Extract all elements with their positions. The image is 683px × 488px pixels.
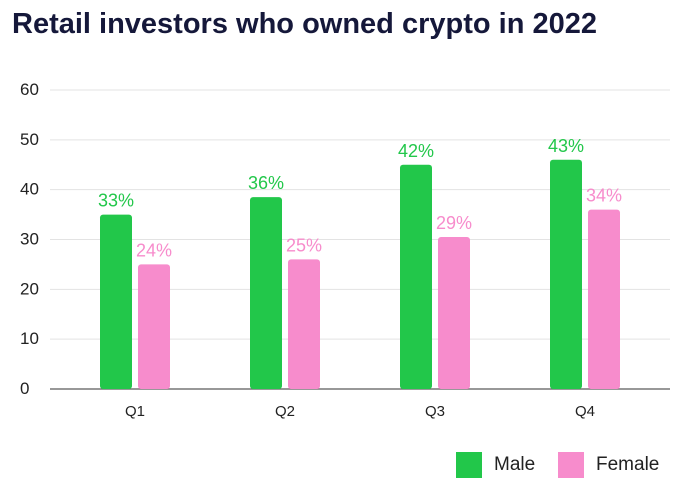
x-tick-label-q4: Q4 (575, 403, 595, 420)
data-label-male-q2: 36% (248, 173, 284, 193)
legend-item-male: Male (456, 452, 535, 478)
legend-item-female: Female (558, 452, 659, 478)
y-tick-label-10: 10 (20, 329, 39, 348)
data-label-female-q4: 34% (586, 186, 622, 206)
y-tick-label-60: 60 (20, 80, 39, 99)
bar-female-q2 (288, 259, 320, 389)
x-tick-label-q3: Q3 (425, 403, 445, 420)
y-tick-label-40: 40 (20, 180, 39, 199)
data-label-female-q3: 29% (436, 213, 472, 233)
bar-female-q1 (138, 264, 170, 389)
y-tick-label-20: 20 (20, 279, 39, 298)
data-label-male-q4: 43% (548, 136, 584, 156)
y-tick-label-30: 30 (20, 230, 39, 249)
bar-male-q2 (250, 197, 282, 389)
bar-chart: 0 10 20 30 40 50 60 Q1 33% 24% Q2 36% 25% Q3 42% 29% Q4 4… (20, 80, 670, 420)
legend-swatch-male (456, 452, 482, 478)
bar-female-q4 (588, 209, 620, 389)
x-tick-label-q2: Q2 (275, 403, 295, 420)
legend-swatch-female (558, 452, 584, 478)
y-tick-label-50: 50 (20, 130, 39, 149)
legend-label-female: Female (596, 454, 660, 475)
data-label-male-q3: 42% (398, 141, 434, 161)
x-tick-label-q1: Q1 (125, 403, 145, 420)
bar-female-q3 (438, 237, 470, 389)
bar-male-q3 (400, 164, 432, 389)
chart-title: Retail investors who owned crypto in 202… (12, 8, 597, 40)
bar-male-q4 (550, 159, 582, 389)
legend-label-male: Male (494, 454, 536, 475)
data-label-female-q2: 25% (286, 235, 322, 255)
data-label-male-q1: 33% (98, 191, 134, 211)
data-label-female-q1: 24% (136, 240, 172, 260)
y-tick-label-0: 0 (20, 379, 29, 398)
bar-male-q1 (100, 214, 132, 389)
